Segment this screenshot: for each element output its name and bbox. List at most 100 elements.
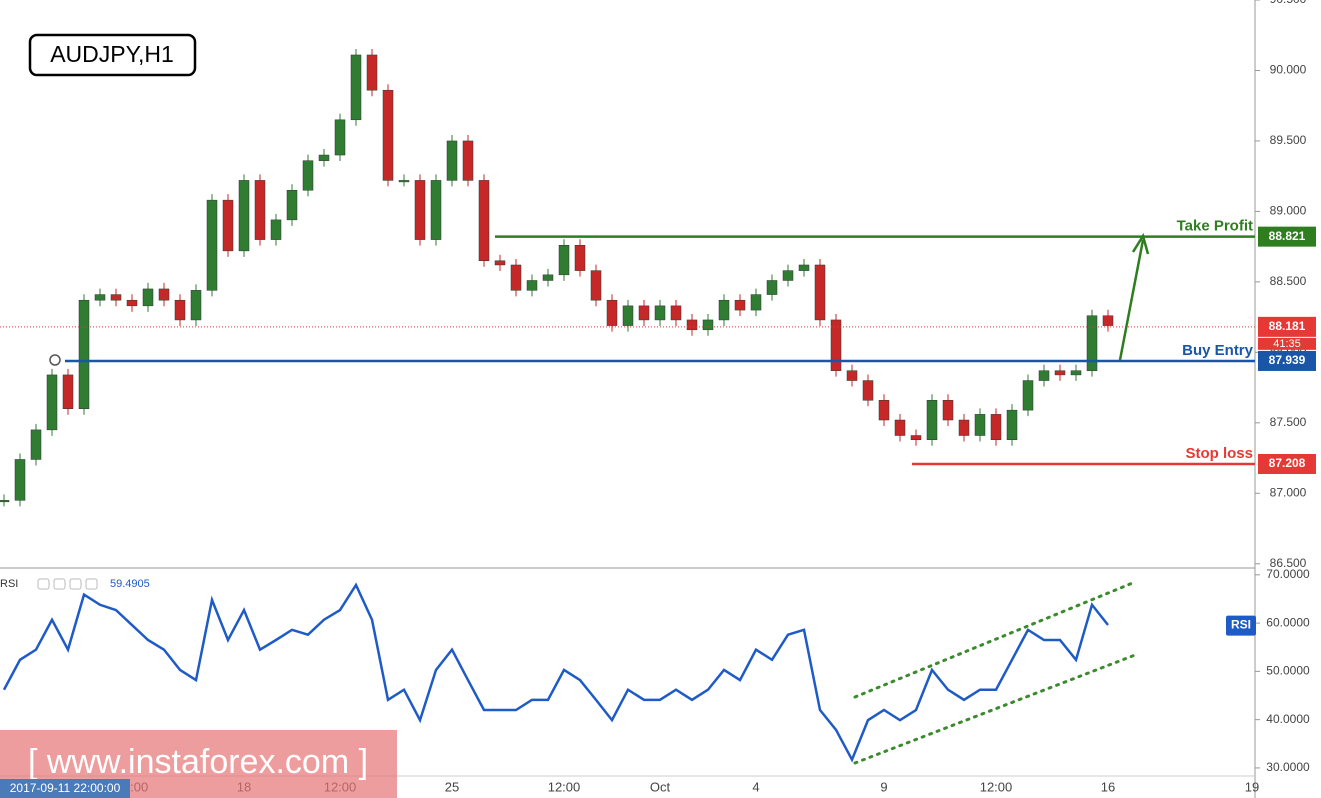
candle bbox=[1070, 370, 1082, 376]
candle bbox=[782, 270, 794, 281]
y-tick-label: 87.000 bbox=[1270, 485, 1307, 499]
last-price-tag bbox=[1258, 316, 1316, 337]
candle bbox=[526, 280, 538, 291]
x-tick-label: 4 bbox=[752, 779, 759, 794]
level-label: Stop loss bbox=[1185, 445, 1253, 462]
candle bbox=[334, 119, 346, 156]
candle bbox=[702, 319, 714, 331]
candle bbox=[974, 414, 986, 436]
candle bbox=[270, 219, 282, 240]
rsi-tag bbox=[1226, 615, 1256, 636]
candle bbox=[766, 280, 778, 295]
candle bbox=[830, 319, 842, 371]
candle bbox=[382, 89, 394, 181]
candle bbox=[366, 54, 378, 91]
countdown-tag bbox=[1258, 337, 1316, 350]
y-tick-label: 90.000 bbox=[1270, 63, 1307, 77]
candle bbox=[78, 299, 90, 409]
candle bbox=[318, 154, 330, 161]
y-tick-label: 60.0000 bbox=[1266, 615, 1310, 629]
candle bbox=[238, 180, 250, 252]
entry-marker bbox=[49, 354, 61, 366]
candle bbox=[654, 305, 666, 321]
symbol-title: AUDJPY,H1 bbox=[50, 41, 174, 67]
candle bbox=[686, 319, 698, 331]
indicator-value: 59.4905 bbox=[110, 578, 150, 590]
candle bbox=[398, 180, 410, 183]
cursor-date-bg bbox=[0, 779, 130, 798]
y-tick-label: 50.0000 bbox=[1266, 664, 1310, 678]
y-tick-label: 30.0000 bbox=[1266, 760, 1310, 774]
candle bbox=[558, 244, 570, 276]
candle bbox=[478, 180, 490, 261]
x-tick-label: Oct bbox=[650, 779, 671, 794]
indicator-label[interactable]: RSI bbox=[0, 578, 18, 590]
candle bbox=[62, 374, 74, 409]
candle bbox=[462, 140, 474, 181]
candle bbox=[46, 374, 58, 431]
level-tag-label: 88.821 bbox=[1269, 229, 1306, 243]
candle bbox=[0, 500, 10, 503]
level-label: Take Profit bbox=[1177, 218, 1253, 235]
candle bbox=[670, 305, 682, 321]
candle bbox=[574, 244, 586, 271]
x-tick-label: 25 bbox=[445, 779, 459, 794]
candle bbox=[1006, 409, 1018, 440]
candle bbox=[638, 305, 650, 321]
candle bbox=[1102, 315, 1114, 326]
candle bbox=[110, 294, 122, 301]
candle bbox=[350, 54, 362, 121]
candle bbox=[878, 400, 890, 421]
rsi-tag-label: RSI bbox=[1231, 618, 1251, 632]
y-tick-label: 87.500 bbox=[1270, 415, 1307, 429]
candle bbox=[14, 459, 26, 501]
candle bbox=[990, 414, 1002, 440]
target-arrow bbox=[1118, 239, 1145, 361]
candle bbox=[846, 370, 858, 381]
cursor-date: 2017-09-11 22:00:00 bbox=[10, 781, 121, 795]
symbol-box bbox=[28, 33, 197, 77]
indicator-icons bbox=[37, 578, 98, 590]
candle bbox=[590, 270, 602, 301]
candle bbox=[734, 299, 746, 311]
channel-lower bbox=[853, 653, 1137, 765]
candle bbox=[814, 264, 826, 321]
last-price-label: 88.181 bbox=[1269, 319, 1306, 333]
y-tick-label: 88.500 bbox=[1270, 274, 1307, 288]
candle bbox=[510, 264, 522, 291]
candle bbox=[158, 288, 170, 301]
candle bbox=[222, 199, 234, 252]
y-tick-label: 89.000 bbox=[1270, 204, 1307, 218]
x-tick-label: 19 bbox=[1245, 779, 1259, 794]
y-tick-label: 89.500 bbox=[1270, 133, 1307, 147]
level-tag bbox=[1258, 350, 1316, 371]
candle bbox=[910, 435, 922, 440]
level-tag-label: 87.939 bbox=[1269, 353, 1306, 367]
candle bbox=[30, 429, 42, 460]
candle bbox=[894, 419, 906, 436]
candle bbox=[542, 274, 554, 281]
candle bbox=[606, 299, 618, 326]
candle bbox=[862, 380, 874, 401]
candle bbox=[286, 190, 298, 221]
candle bbox=[414, 180, 426, 240]
candle bbox=[942, 400, 954, 421]
level-tag-label: 87.208 bbox=[1269, 456, 1306, 470]
candle bbox=[750, 294, 762, 311]
y-tick-label: 86.500 bbox=[1270, 556, 1307, 570]
candle bbox=[718, 299, 730, 321]
candle bbox=[254, 180, 266, 240]
candle bbox=[494, 260, 506, 266]
y-tick-label: 40.0000 bbox=[1266, 712, 1310, 726]
level-label: Buy Entry bbox=[1182, 342, 1254, 359]
y-tick-label: 90.500 bbox=[1270, 0, 1307, 6]
candle bbox=[174, 299, 186, 321]
candle bbox=[206, 199, 218, 291]
candle bbox=[926, 400, 938, 440]
candle bbox=[798, 264, 810, 271]
x-tick-label: 9 bbox=[880, 779, 887, 794]
rsi-line bbox=[2, 582, 1109, 763]
level-tag bbox=[1258, 226, 1316, 247]
